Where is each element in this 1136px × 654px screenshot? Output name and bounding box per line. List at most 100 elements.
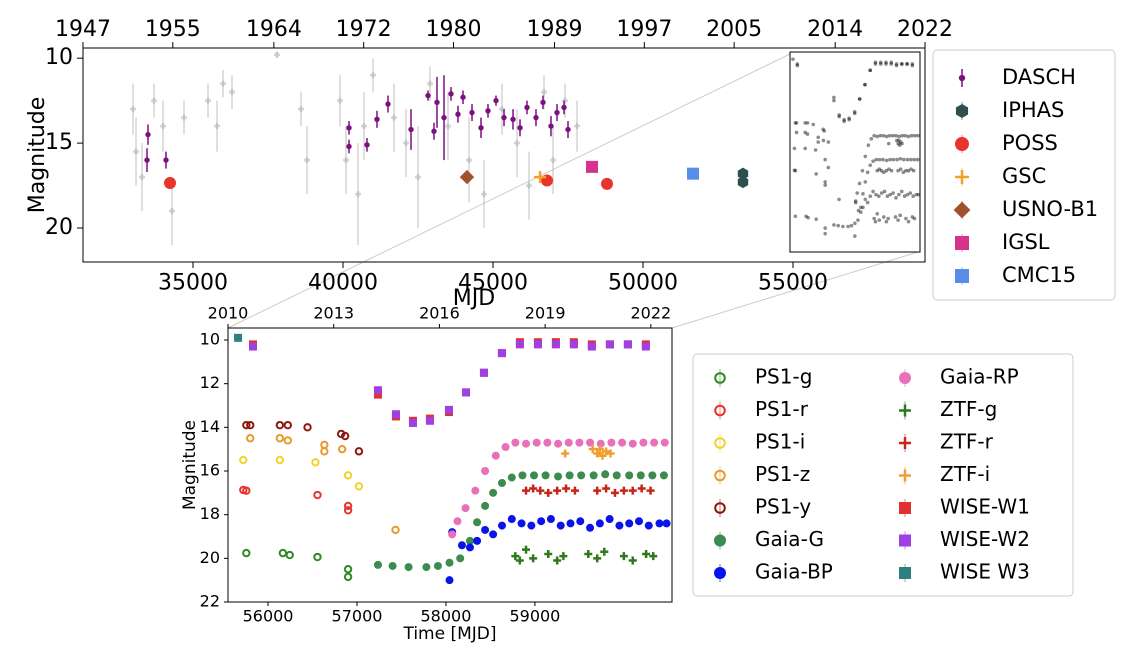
inset-point <box>882 189 887 194</box>
data-point <box>548 123 554 129</box>
inset-point <box>813 148 818 152</box>
inset-point <box>888 157 892 162</box>
inset-point <box>852 111 857 116</box>
legend-label: ZTF-i <box>940 462 990 486</box>
inset-point <box>857 97 862 101</box>
inset-point <box>889 62 894 66</box>
data-point <box>497 521 506 530</box>
inset-point <box>871 189 875 194</box>
inset-point <box>856 218 860 222</box>
inset-point <box>906 219 911 224</box>
data-point <box>239 455 248 465</box>
data-point <box>220 80 227 87</box>
x-tick-label: 57000 <box>332 607 383 626</box>
plot-area <box>234 333 671 585</box>
data-point <box>181 114 188 121</box>
inset-point <box>894 138 899 143</box>
inset-point <box>863 197 868 202</box>
data-point <box>163 177 176 190</box>
data-point <box>541 89 548 96</box>
inset-point <box>814 217 819 221</box>
inset-point <box>875 168 880 173</box>
inset-point <box>875 211 880 216</box>
inset-point <box>868 68 872 73</box>
data-point <box>522 486 531 495</box>
data-point <box>619 486 628 495</box>
data-point <box>561 104 567 111</box>
data-point <box>533 340 542 349</box>
data-point <box>337 444 347 454</box>
x2-tick-label: 2022 <box>630 304 671 323</box>
inset-point <box>832 95 836 100</box>
inset-point <box>837 113 841 117</box>
data-point <box>385 101 391 107</box>
data-point <box>408 418 417 427</box>
inset-point <box>863 82 867 87</box>
inset-point <box>879 168 884 173</box>
x2-tick-label: 2016 <box>419 304 460 323</box>
legend-label: WISE-W1 <box>940 495 1030 519</box>
inset-point <box>878 60 883 65</box>
inset-point <box>853 234 857 238</box>
inset-point <box>894 63 899 68</box>
inset-point <box>866 143 871 148</box>
legend-label: IPHAS <box>1002 98 1064 122</box>
inset-point <box>846 224 850 229</box>
inset-point <box>885 194 890 199</box>
inset-point <box>898 167 903 171</box>
x-tick-label: 50000 <box>608 270 678 295</box>
legend-label: PS1-r <box>755 397 809 421</box>
inset-point <box>897 143 902 148</box>
inset-point <box>832 98 836 103</box>
inset-point <box>826 165 831 170</box>
legend-marker <box>953 201 971 219</box>
data-point <box>340 431 350 441</box>
data-point <box>229 89 236 96</box>
x-tick-label: 45000 <box>458 270 528 295</box>
inset-point <box>902 157 906 162</box>
inset-point <box>894 133 898 138</box>
y-tick-label: 18 <box>200 504 220 523</box>
inset-point <box>863 82 867 87</box>
legend-marker <box>899 372 911 384</box>
data-point <box>598 451 607 460</box>
data-point <box>471 486 480 495</box>
zoom-guide <box>671 251 919 329</box>
inset-point <box>823 180 827 184</box>
data-point <box>343 565 353 574</box>
data-point <box>510 116 516 123</box>
inset-point <box>891 157 896 162</box>
data-point <box>574 123 581 130</box>
data-point <box>457 541 466 550</box>
inset-point <box>816 135 821 140</box>
legend-label: IGSL <box>1002 230 1050 254</box>
inset-point <box>823 231 827 236</box>
data-point <box>481 501 490 510</box>
inset-point <box>859 210 863 214</box>
legend-marker <box>899 404 911 417</box>
data-point <box>589 471 598 480</box>
inset-point <box>868 68 872 73</box>
y-tick-label: 15 <box>45 130 73 155</box>
inset-point <box>821 138 826 143</box>
data-point <box>518 471 527 480</box>
data-point <box>313 490 322 500</box>
data-point <box>404 563 413 572</box>
data-point <box>546 515 555 524</box>
data-point <box>163 157 169 163</box>
data-point <box>434 99 440 106</box>
data-point <box>445 123 452 130</box>
data-point <box>577 471 586 480</box>
legend-label: CMC15 <box>1002 263 1076 287</box>
inset-point <box>910 215 915 219</box>
inset-point <box>823 226 827 230</box>
inset-point <box>823 183 827 187</box>
data-point <box>455 111 461 117</box>
inset-point <box>877 167 882 171</box>
data-point <box>169 208 176 215</box>
inset-point <box>894 196 898 200</box>
data-point <box>391 410 400 419</box>
inset-point <box>857 97 862 101</box>
inset-point <box>905 192 910 197</box>
x2-tick-label: 2014 <box>807 17 863 42</box>
